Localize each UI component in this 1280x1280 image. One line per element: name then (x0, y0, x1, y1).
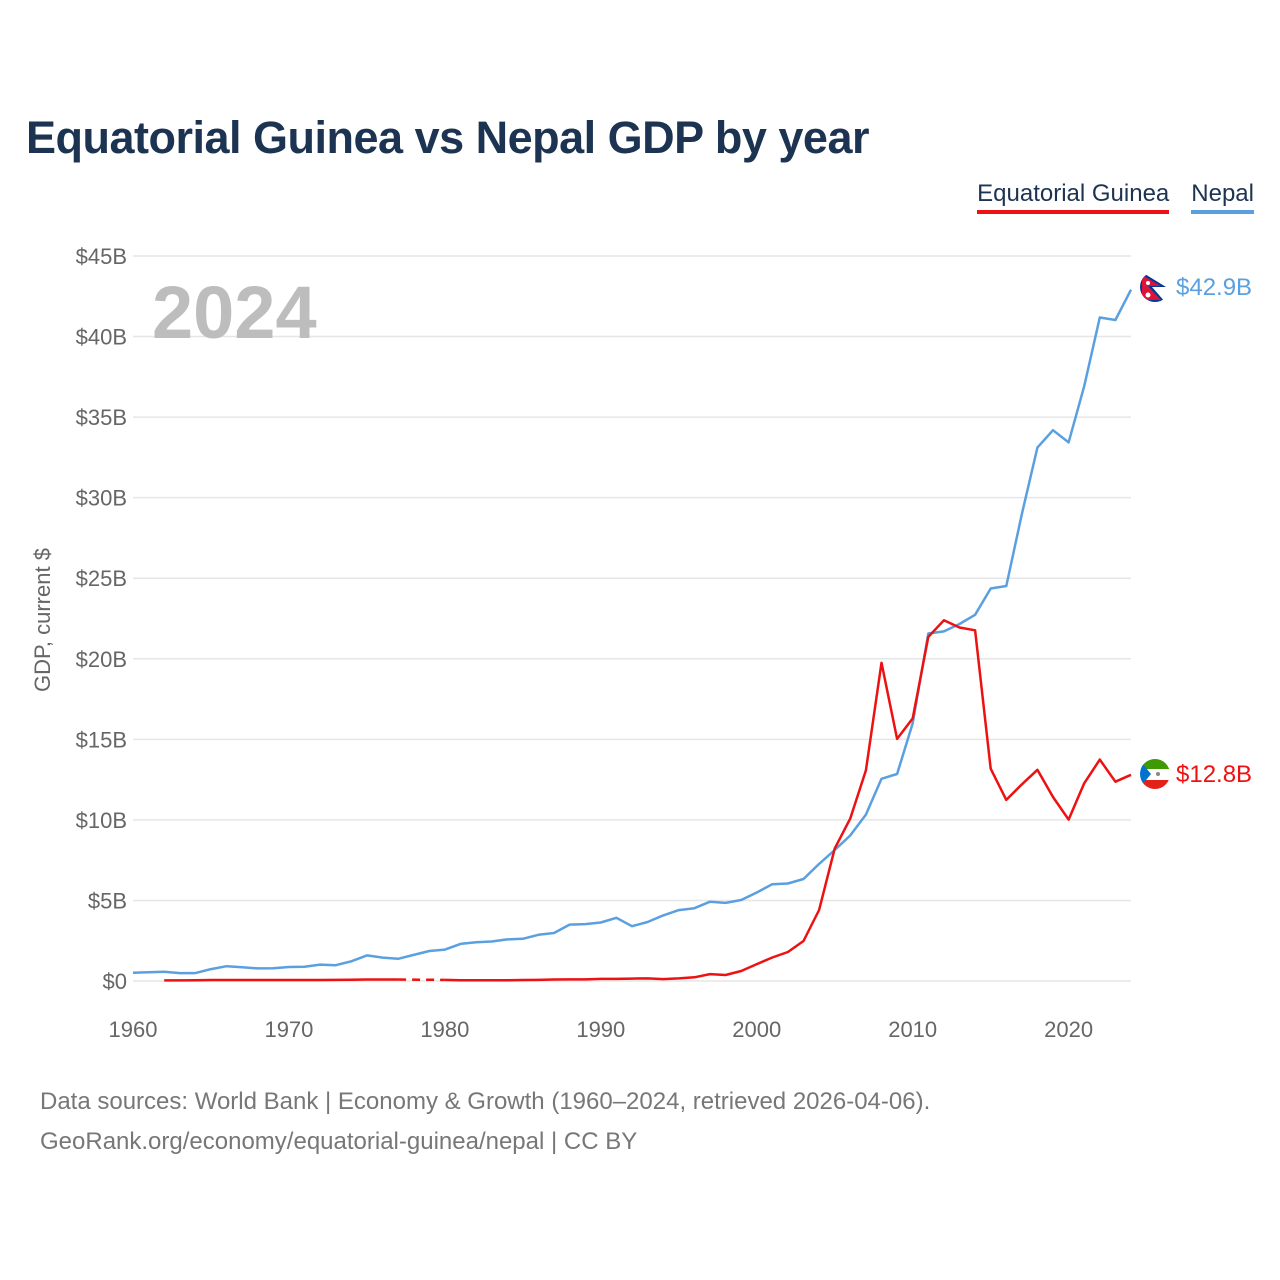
x-tick-label: 2010 (888, 1017, 937, 1042)
y-tick-label: $15B (76, 727, 127, 752)
x-tick-label: 1960 (109, 1017, 158, 1042)
gdp-line-chart: $0 $5B $10B $15B $20B $25B $30B $35B $40B $45B 196… (30, 244, 1252, 1042)
equatorial-guinea-line (444, 619, 1132, 982)
gridlines (133, 255, 1131, 982)
nepal-flag-icon (1139, 271, 1171, 303)
footer: Data sources: World Bank | Economy & Gro… (40, 1082, 930, 1162)
data-source-note: Data sources: World Bank | Economy & Gro… (40, 1088, 931, 1115)
x-tick-label: 1980 (420, 1017, 469, 1042)
y-tick-label: $0 (103, 969, 127, 994)
nepal-end-label: $42.9B (1176, 274, 1252, 301)
y-tick-label: $20B (76, 647, 127, 672)
chart-title: Equatorial Guinea vs Nepal GDP by year (26, 112, 870, 163)
x-tick-label: 2020 (1044, 1017, 1093, 1042)
y-axis-label: GDP, current $ (30, 548, 55, 692)
series-lines (132, 289, 1133, 982)
y-tick-label: $45B (76, 244, 127, 269)
legend: Equatorial Guinea Nepal (977, 180, 1254, 214)
y-tick-label: $10B (76, 808, 127, 833)
source-url[interactable]: GeoRank.org/economy/equatorial-guinea/ne… (40, 1128, 638, 1155)
nepal-line (132, 289, 1133, 975)
y-tick-label: $5B (88, 888, 127, 913)
x-tick-label: 2000 (732, 1017, 781, 1042)
equatorial-guinea-flag-icon (1139, 758, 1171, 790)
x-tick-label: 1990 (576, 1017, 625, 1042)
equatorial-guinea-end-label: $12.8B (1176, 761, 1252, 788)
legend-item-nepal[interactable]: Nepal (1191, 180, 1254, 214)
y-tick-label: $25B (76, 566, 127, 591)
y-tick-label: $30B (76, 486, 127, 511)
y-tick-label: $40B (76, 325, 127, 350)
equatorial-guinea-line (164, 978, 399, 982)
year-watermark: 2024 (152, 271, 317, 354)
legend-item-equatorial-guinea[interactable]: Equatorial Guinea (977, 180, 1170, 214)
y-tick-label: $35B (76, 405, 127, 430)
x-tick-label: 1970 (264, 1017, 313, 1042)
axis-ticks: $0 $5B $10B $15B $20B $25B $30B $35B $40B $45B 196… (76, 244, 1093, 1042)
